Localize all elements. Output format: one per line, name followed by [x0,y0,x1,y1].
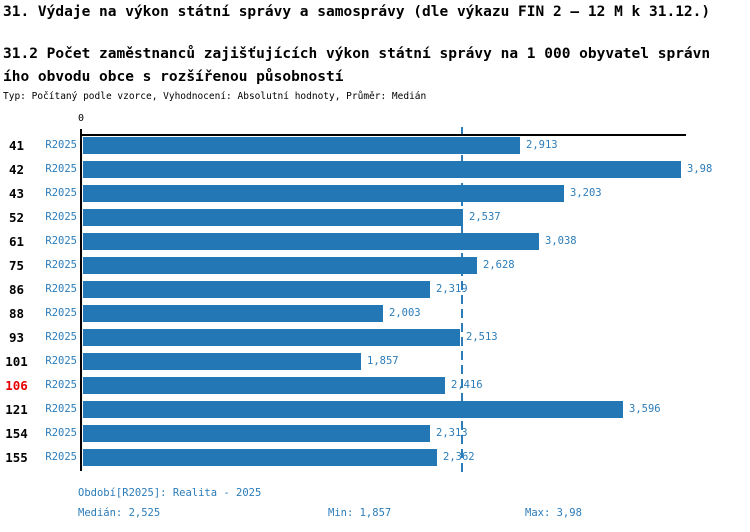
row-period-label: R2025 [45,427,77,439]
row-id-label: 121 [5,402,28,417]
bar-value-label: 2,913 [526,139,558,151]
bar [83,233,539,250]
row-period-label: R2025 [45,259,77,271]
report-subtitle-line2: ího obvodu obce s rozšířenou působností [3,69,344,85]
row-id-label: 106 [5,378,28,393]
row-id-label: 93 [8,330,25,345]
x-axis-line [80,134,686,136]
bar [83,281,430,298]
bar-value-label: 2,537 [469,211,501,223]
row-id-label: 154 [5,426,28,441]
row-id-label: 43 [8,186,25,201]
bar-value-label: 3,203 [570,187,602,199]
row-period-label: R2025 [45,331,77,343]
bar [83,449,437,466]
row-period-label: R2025 [45,187,77,199]
row-id-label: 101 [5,354,28,369]
row-period-label: R2025 [45,403,77,415]
bar [83,257,477,274]
median-gridline [461,127,463,477]
footer-median-stat: Medián: 2,525 [78,507,161,519]
footer-min-stat: Min: 1,857 [328,507,392,519]
bar-value-label: 1,857 [367,355,399,367]
bar [83,137,520,154]
bar [83,209,463,226]
row-period-label: R2025 [45,355,77,367]
row-id-label: 75 [8,258,25,273]
bar-value-label: 3,98 [687,163,713,175]
bar-value-label: 2,319 [436,283,468,295]
bar [83,353,361,370]
axis-zero-tick-label: 0 [77,113,85,124]
footer-period-label: Období[R2025]: Realita - 2025 [78,487,262,499]
bar-value-label: 2,513 [466,331,498,343]
row-id-label: 41 [8,138,25,153]
row-id-label: 155 [5,450,28,465]
row-id-label: 88 [8,306,25,321]
report-subtitle: 31.2 Počet zaměstnanců zajišťujících výk… [3,43,710,89]
bar-value-label: 3,038 [545,235,577,247]
bar [83,377,445,394]
row-period-label: R2025 [45,451,77,463]
row-id-label: 86 [8,282,25,297]
bar [83,305,383,322]
row-id-label: 61 [8,234,25,249]
bar-value-label: 2,313 [436,427,468,439]
bar-value-label: 2,003 [389,307,421,319]
report-subtitle-line1: 31.2 Počet zaměstnanců zajišťujících výk… [3,46,711,62]
row-id-label: 52 [8,210,25,225]
row-period-label: R2025 [45,235,77,247]
y-axis-line [80,129,82,471]
bar [83,329,460,346]
row-id-label: 42 [8,162,25,177]
row-period-label: R2025 [45,163,77,175]
report-title: 31. Výdaje na výkon státní správy a samo… [3,4,711,20]
row-period-label: R2025 [45,283,77,295]
row-period-label: R2025 [45,211,77,223]
bar [83,401,623,418]
bar [83,425,430,442]
row-period-label: R2025 [45,379,77,391]
bar-value-label: 3,596 [629,403,661,415]
bar-value-label: 2,362 [443,451,475,463]
report-meta-line: Typ: Počítaný podle vzorce, Vyhodnocení:… [3,91,427,102]
bar [83,185,564,202]
bar-value-label: 2,628 [483,259,515,271]
bar-value-label: 2,416 [451,379,483,391]
row-period-label: R2025 [45,307,77,319]
row-period-label: R2025 [45,139,77,151]
bar [83,161,681,178]
footer-max-stat: Max: 3,98 [525,507,582,519]
